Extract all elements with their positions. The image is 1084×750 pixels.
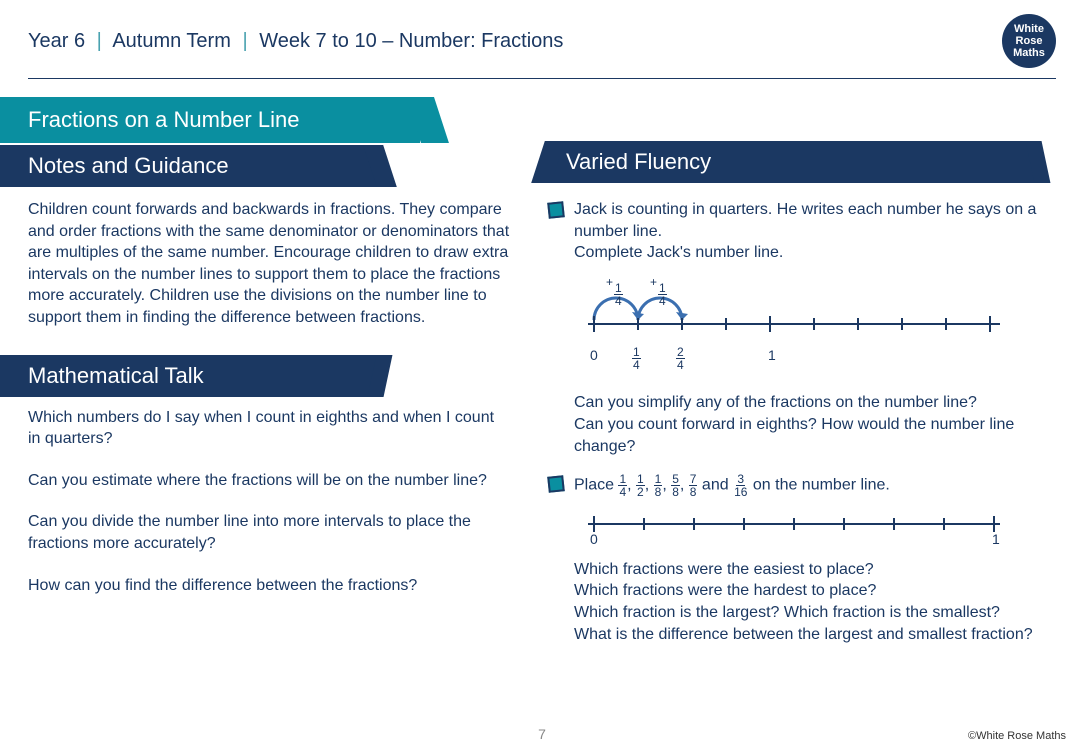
jump-frac: 14 <box>658 282 667 307</box>
frac: 12 <box>636 473 645 498</box>
frac: 58 <box>671 473 680 498</box>
header-text: Year 6 | Autumn Term | Week 7 to 10 – Nu… <box>28 30 563 53</box>
svg-text:+: + <box>650 275 657 289</box>
logo: White Rose Maths <box>1002 14 1056 68</box>
content: Fractions on a Number Line Notes and Gui… <box>0 79 1084 645</box>
vf1-intro: Jack is counting in quarters. He writes … <box>574 199 1056 242</box>
nl1-one: 1 <box>768 346 776 365</box>
left-column: Fractions on a Number Line Notes and Gui… <box>0 97 520 645</box>
title-tab: Fractions on a Number Line <box>0 97 420 143</box>
talk-question: Can you estimate where the fractions wil… <box>28 460 520 502</box>
vf2-q2: Which fractions were the hardest to plac… <box>574 580 1033 602</box>
vf2-intro: Place 14, 12, 18, 58, 78 and 316 on the … <box>574 473 1033 498</box>
frac: 316 <box>733 473 748 498</box>
frac: 18 <box>654 473 663 498</box>
notes-heading-tab: Notes and Guidance <box>0 145 380 187</box>
vf-body: Place 14, 12, 18, 58, 78 and 316 on the … <box>574 473 1033 645</box>
frac: 78 <box>689 473 698 498</box>
talk-question: Can you divide the number line into more… <box>28 501 520 564</box>
vf2-q1: Which fractions were the easiest to plac… <box>574 559 1033 581</box>
vf-body: Jack is counting in quarters. He writes … <box>574 199 1056 457</box>
talk-question: Which numbers do I say when I count in e… <box>28 397 520 460</box>
logo-line: Rose <box>1016 35 1043 47</box>
nl2-one: 1 <box>992 531 1000 546</box>
nl1-zero: 0 <box>590 346 598 365</box>
svg-text:+: + <box>606 275 613 289</box>
jump-frac: 14 <box>614 282 623 307</box>
divider: | <box>242 30 247 52</box>
talk-question: How can you find the difference between … <box>28 565 520 607</box>
bullet-icon <box>547 201 565 219</box>
page-header: Year 6 | Autumn Term | Week 7 to 10 – Nu… <box>0 0 1084 78</box>
logo-line: Maths <box>1013 47 1045 59</box>
varied-heading-tab: Varied Fluency <box>548 141 1038 183</box>
divider: | <box>97 30 102 52</box>
header-week: Week 7 to 10 – Number: Fractions <box>259 30 563 52</box>
vf-item: Place 14, 12, 18, 58, 78 and 316 on the … <box>548 473 1056 645</box>
vf-item: Jack is counting in quarters. He writes … <box>548 199 1056 457</box>
header-term: Autumn Term <box>112 30 231 52</box>
notes-heading: Notes and Guidance <box>28 153 229 178</box>
header-year: Year 6 <box>28 30 85 52</box>
copyright: ©White Rose Maths <box>968 730 1066 742</box>
page-title: Fractions on a Number Line <box>28 107 299 132</box>
bullet-icon <box>547 475 565 493</box>
logo-line: White <box>1014 23 1044 35</box>
nl2-zero: 0 <box>590 531 598 546</box>
notes-body: Children count forwards and backwards in… <box>28 187 520 341</box>
nl1-f1: 14 <box>632 346 641 371</box>
vf2-q3: Which fraction is the largest? Which fra… <box>574 602 1033 624</box>
talk-heading-tab: Mathematical Talk <box>0 355 380 397</box>
vf1-q2: Can you count forward in eighths? How wo… <box>574 414 1056 457</box>
frac: 14 <box>618 473 627 498</box>
varied-heading: Varied Fluency <box>566 149 711 174</box>
vf2-q4: What is the difference between the large… <box>574 624 1033 646</box>
vf1-q1: Can you simplify any of the fractions on… <box>574 392 1056 414</box>
vf1-instruct: Complete Jack's number line. <box>574 242 1056 264</box>
number-line-1: + + <box>574 272 1014 358</box>
right-column: Varied Fluency Jack is counting in quart… <box>520 97 1056 645</box>
talk-heading: Mathematical Talk <box>28 363 204 388</box>
number-line-2: 0 1 <box>574 506 1014 546</box>
page-number: 7 <box>0 726 1084 742</box>
nl1-f2: 24 <box>676 346 685 371</box>
